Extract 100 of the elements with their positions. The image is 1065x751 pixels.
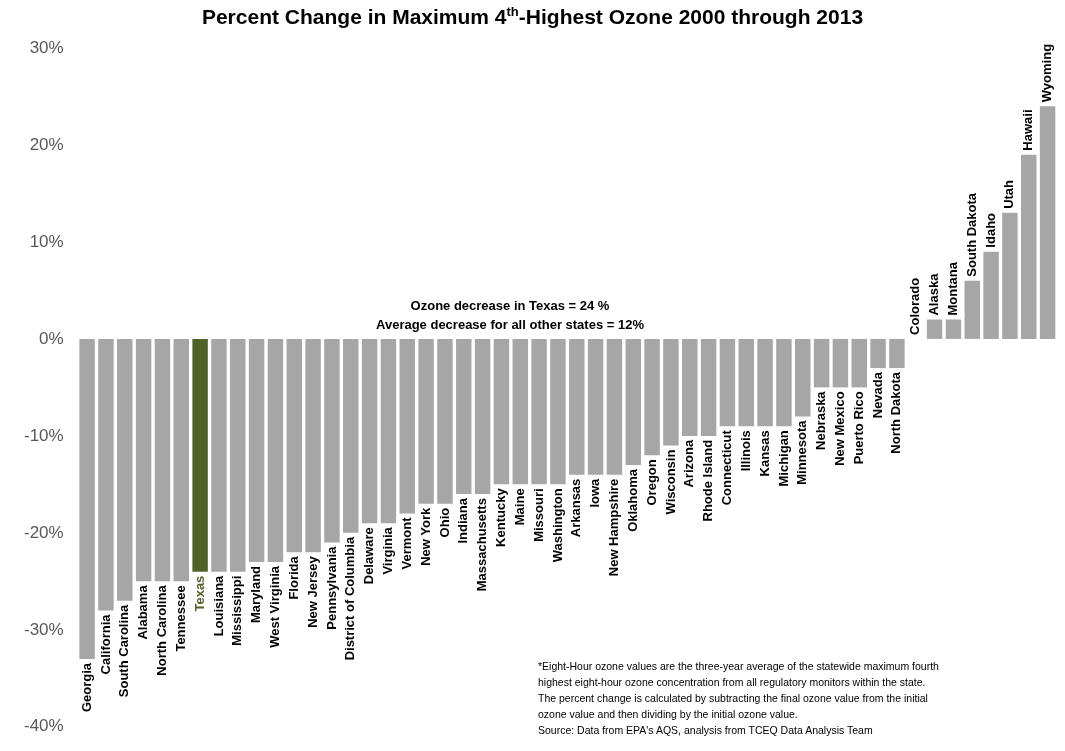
- x-tick-label: Colorado: [907, 277, 923, 335]
- annotation: Ozone decrease in Texas = 24 % Average decrease for all other states = 12%: [375, 297, 645, 334]
- bar: [757, 338, 773, 427]
- x-tick-label: Montana: [945, 261, 960, 316]
- x-tick-label: Minnesota: [794, 419, 810, 485]
- x-tick-label: Georgia: [78, 662, 94, 713]
- bar: [606, 338, 623, 475]
- y-tick-label: 30%: [29, 37, 64, 57]
- bar: [343, 338, 359, 533]
- x-tick-label: Arizona: [681, 439, 697, 488]
- x-tick-label: Washington: [549, 488, 565, 563]
- x-tick-label: New York: [417, 507, 433, 566]
- x-tick-label: Idaho: [982, 212, 998, 248]
- x-tick-label: Missouri: [530, 488, 546, 542]
- bar: [399, 338, 415, 514]
- bar: [1039, 106, 1056, 339]
- y-tick-label: 20%: [29, 134, 64, 154]
- x-tick-label: South Dakota: [963, 192, 979, 277]
- bar: [286, 338, 302, 553]
- bar: [644, 338, 660, 456]
- y-tick-label: -20%: [24, 522, 64, 542]
- x-tick-label: Iowa: [587, 477, 603, 508]
- bar: [154, 338, 171, 582]
- bar: [361, 338, 378, 524]
- x-tick-label: Virginia: [380, 526, 396, 575]
- x-tick-label: Oregon: [643, 459, 659, 506]
- bar: [474, 338, 491, 495]
- x-tick-label: New Mexico: [832, 391, 847, 466]
- x-tick-label: Utah: [1001, 179, 1017, 209]
- x-tick-label: Pennsylvania: [323, 545, 339, 630]
- x-tick-label: Maryland: [248, 565, 264, 624]
- bar: [870, 338, 886, 369]
- bar: [531, 338, 547, 485]
- y-tick-label: -10%: [24, 425, 64, 445]
- y-tick-label: 0%: [39, 328, 64, 348]
- bar: [719, 338, 736, 427]
- bar: [663, 338, 679, 446]
- annotation: *Eight-Hour ozone values are the three-year average of the statewide maximum fourth highest eight-hour ozone concentration from all regulatory monitors within the state. The percent change is calculated by subtracting the final ozone value from the initial ozone value and then dividing by the initial ozone value. Source: Data from EPA's AQS, analysis from TCEQ Data Analysis Team: [538, 659, 939, 738]
- bar: [418, 338, 434, 504]
- y-tick-label: -40%: [24, 716, 64, 736]
- bar: [1021, 154, 1037, 339]
- x-tick-label: Texas: [191, 575, 207, 612]
- bar: [738, 338, 754, 427]
- bar: [512, 338, 528, 485]
- bar: [795, 338, 811, 417]
- bar: [832, 338, 849, 388]
- bar: [267, 338, 284, 562]
- x-tick-label: Nebraska: [813, 390, 829, 450]
- bar: [79, 338, 95, 659]
- x-tick-label: Vermont: [398, 516, 414, 570]
- x-tick-label: California: [97, 613, 113, 675]
- x-tick-label: Tennessee: [172, 585, 188, 652]
- x-tick-label: Delaware: [361, 527, 377, 585]
- x-tick-label: Rhode Island: [700, 439, 716, 522]
- bar: [776, 338, 792, 427]
- x-tick-label: Oklahoma: [624, 468, 640, 532]
- x-tick-label: Louisiana: [210, 574, 226, 637]
- x-tick-label: Alaska: [926, 272, 942, 316]
- x-tick-label: District of Columbia: [342, 536, 358, 661]
- x-tick-label: Hawaii: [1020, 109, 1036, 151]
- x-tick-label: Nevada: [869, 371, 885, 419]
- x-tick-label: Mississippi: [229, 575, 245, 646]
- x-tick-label: South Carolina: [116, 603, 132, 698]
- bar: [1002, 212, 1018, 339]
- x-tick-label: North Carolina: [154, 584, 170, 676]
- bar: [813, 338, 830, 388]
- x-tick-label: New Jersey: [304, 555, 320, 628]
- bar: [926, 319, 943, 339]
- bar: [98, 338, 114, 611]
- x-tick-label: New Hampshire: [606, 478, 621, 577]
- bar: [682, 338, 698, 436]
- x-tick-label: Kansas: [756, 430, 772, 477]
- bar: [625, 338, 641, 465]
- x-tick-label: North Dakota: [888, 371, 904, 454]
- x-tick-label: Kentucky: [493, 487, 509, 547]
- bar: [945, 319, 962, 339]
- bar: [380, 338, 397, 524]
- bar: [700, 338, 717, 436]
- bar: [493, 338, 510, 485]
- chart-title: Percent Change in Maximum 4$^{th}$-Highest Ozone 2000 through 2013: [200, 4, 865, 29]
- x-tick-label: Ohio: [436, 507, 452, 538]
- bar: [211, 338, 227, 572]
- x-tick-label: Maine: [511, 488, 527, 526]
- bar: [173, 338, 189, 582]
- bar: [248, 338, 265, 562]
- x-tick-label: Alabama: [135, 584, 151, 640]
- bar: [889, 338, 905, 369]
- x-tick-label: Florida: [285, 555, 301, 600]
- x-tick-label: Indiana: [455, 497, 471, 544]
- bar: [587, 338, 604, 475]
- x-tick-label: Michigan: [775, 430, 791, 487]
- bar: [135, 338, 152, 582]
- x-tick-label: Arkansas: [568, 478, 584, 538]
- bar: [324, 338, 340, 543]
- bar: [569, 338, 585, 475]
- x-tick-label: Massachusetts: [474, 498, 490, 592]
- y-tick-label: -30%: [24, 619, 64, 639]
- x-tick-label: Connecticut: [719, 429, 734, 506]
- bar: [117, 338, 133, 601]
- bar: [437, 338, 453, 504]
